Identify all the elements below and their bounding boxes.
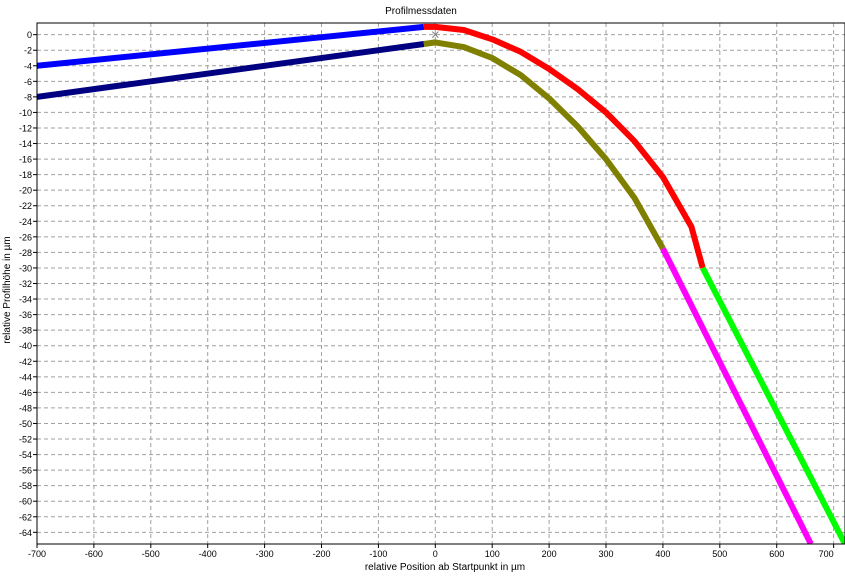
y-tick-label: -52 bbox=[19, 435, 32, 445]
x-tick-label: 500 bbox=[712, 549, 727, 559]
y-tick-label: -46 bbox=[19, 388, 32, 398]
y-tick-label: -8 bbox=[24, 92, 32, 102]
x-axis-label: relative Position ab Startpunkt in µm bbox=[365, 562, 525, 573]
y-tick-label: -60 bbox=[19, 497, 32, 507]
y-tick-label: -50 bbox=[19, 419, 32, 429]
y-tick-label: -10 bbox=[19, 108, 32, 118]
y-tick-label: -18 bbox=[19, 170, 32, 180]
y-tick-label: -42 bbox=[19, 357, 32, 367]
marker-group bbox=[431, 31, 439, 39]
series-line-2 bbox=[423, 23, 706, 269]
y-tick-label: -40 bbox=[19, 341, 32, 351]
series-line-6 bbox=[660, 247, 814, 544]
x-tick-label: 100 bbox=[485, 549, 500, 559]
x-tick-label: 0 bbox=[433, 549, 438, 559]
series-line-1 bbox=[37, 23, 425, 69]
x-tick-label: 600 bbox=[769, 549, 784, 559]
y-tick-label: -36 bbox=[19, 310, 32, 320]
x-tick-label: -700 bbox=[28, 549, 46, 559]
y-tick-label: -4 bbox=[24, 61, 32, 71]
y-axis-ticks: 0 -2 -4 -6 -8 -10 -12 -14 -16 -18 -20 -22 -24 -26 -28 -… bbox=[19, 30, 37, 538]
grid bbox=[37, 23, 845, 544]
y-tick-label: -28 bbox=[19, 248, 32, 258]
y-tick-label: -26 bbox=[19, 232, 32, 242]
y-axis-label: relative Profilhöhe in µm bbox=[2, 236, 13, 343]
y-tick-label: -44 bbox=[19, 372, 32, 382]
chart-title: Profilmessdaten bbox=[385, 6, 457, 17]
x-tick-label: -100 bbox=[369, 549, 387, 559]
y-tick-label: -24 bbox=[19, 217, 32, 227]
x-axis-ticks: -700 -600 -500 -400 -300 -200 -100 0 100 200 300 40… bbox=[28, 544, 835, 559]
y-tick-label: -32 bbox=[19, 279, 32, 289]
x-tick-label: -400 bbox=[199, 549, 217, 559]
y-tick-label: -34 bbox=[19, 295, 32, 305]
y-tick-label: -58 bbox=[19, 481, 32, 491]
y-tick-label: -6 bbox=[24, 77, 32, 87]
y-tick-label: -16 bbox=[19, 155, 32, 165]
x-tick-label: -600 bbox=[85, 549, 103, 559]
y-tick-label: 0 bbox=[27, 30, 32, 40]
x-tick-label: 700 bbox=[819, 549, 834, 559]
y-tick-label: -14 bbox=[19, 139, 32, 149]
y-tick-label: -38 bbox=[19, 326, 32, 336]
y-tick-label: -64 bbox=[19, 528, 32, 538]
y-tick-label: -20 bbox=[19, 186, 32, 196]
y-tick-label: -12 bbox=[19, 123, 32, 133]
y-tick-label: -30 bbox=[19, 263, 32, 273]
x-tick-label: 400 bbox=[655, 549, 670, 559]
y-tick-label: -56 bbox=[19, 466, 32, 476]
y-tick-label: -62 bbox=[19, 512, 32, 522]
series-line-5 bbox=[423, 39, 666, 250]
origin-marker bbox=[431, 31, 439, 39]
x-tick-label: 200 bbox=[542, 549, 557, 559]
y-tick-label: -54 bbox=[19, 450, 32, 460]
x-tick-label: -200 bbox=[312, 549, 330, 559]
y-tick-label: -48 bbox=[19, 403, 32, 413]
x-tick-label: -300 bbox=[256, 549, 274, 559]
x-tick-label: 300 bbox=[598, 549, 613, 559]
y-tick-label: -2 bbox=[24, 46, 32, 56]
series-line-4 bbox=[37, 41, 425, 100]
series-line-3 bbox=[700, 266, 845, 544]
series-group bbox=[37, 23, 845, 544]
x-tick-label: -500 bbox=[142, 549, 160, 559]
y-tick-label: -22 bbox=[19, 201, 32, 211]
